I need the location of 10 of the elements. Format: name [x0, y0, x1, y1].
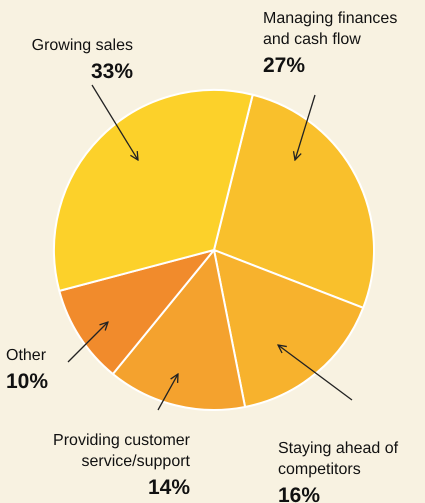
data-label: 33% [90, 59, 133, 85]
slice-label: Staying ahead of competitors [278, 439, 400, 480]
data-label: 16% [278, 483, 322, 503]
data-label: 14% [146, 475, 190, 501]
data-label: 27% [263, 53, 306, 79]
slice-label: Growing sales [30, 36, 133, 56]
slice-label: Managing finances and cash flow [263, 9, 398, 50]
slice-label: Providing customer service/support [52, 431, 190, 472]
slice-label: Other [6, 346, 48, 366]
data-label: 10% [6, 369, 50, 395]
